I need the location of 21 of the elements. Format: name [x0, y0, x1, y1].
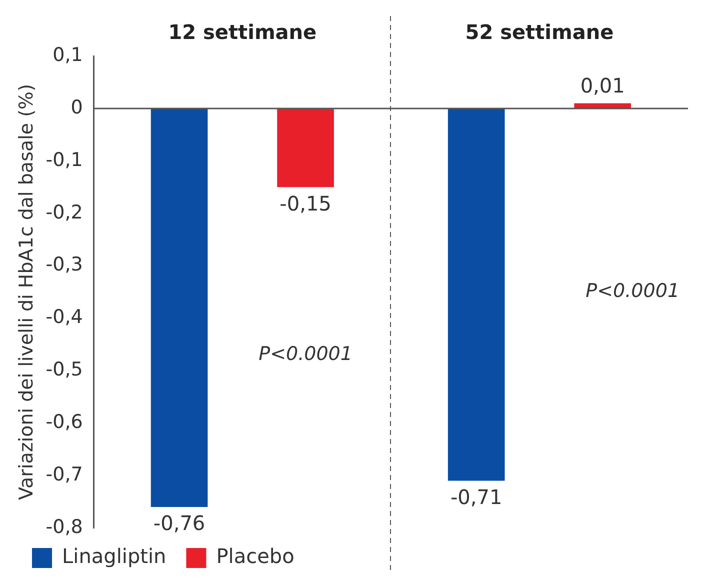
- y-tick-label: -0,7: [46, 463, 83, 486]
- legend-label: Linagliptin: [62, 544, 166, 568]
- y-tick-label: -0,3: [46, 254, 83, 276]
- y-tick-label: -0,5: [46, 358, 83, 381]
- x-tick-label: 12 settimane: [168, 20, 317, 44]
- y-tick-label: 0,1: [52, 44, 83, 66]
- y-tick-label: -0,1: [46, 148, 83, 171]
- y-tick-label: 0: [70, 96, 83, 118]
- y-tick-label: -0,4: [46, 306, 83, 328]
- y-tick-label: -0,8: [46, 516, 83, 538]
- data-label: 0,01: [580, 73, 625, 98]
- y-axis-title: Variazioni dei livelli di HbA1c dal basale (%): [15, 84, 38, 500]
- x-tick-label: 52 settimane: [465, 20, 614, 44]
- legend-label: Placebo: [216, 544, 294, 568]
- annotation: P<0.0001: [258, 342, 352, 365]
- data-label: -0,15: [280, 191, 332, 216]
- y-tick-label: -0,6: [46, 411, 83, 434]
- data-label: -0,71: [450, 485, 502, 510]
- y-tick-label: -0,2: [46, 201, 83, 224]
- annotation: P<0.0001: [586, 280, 680, 302]
- data-label: -0,76: [153, 511, 206, 536]
